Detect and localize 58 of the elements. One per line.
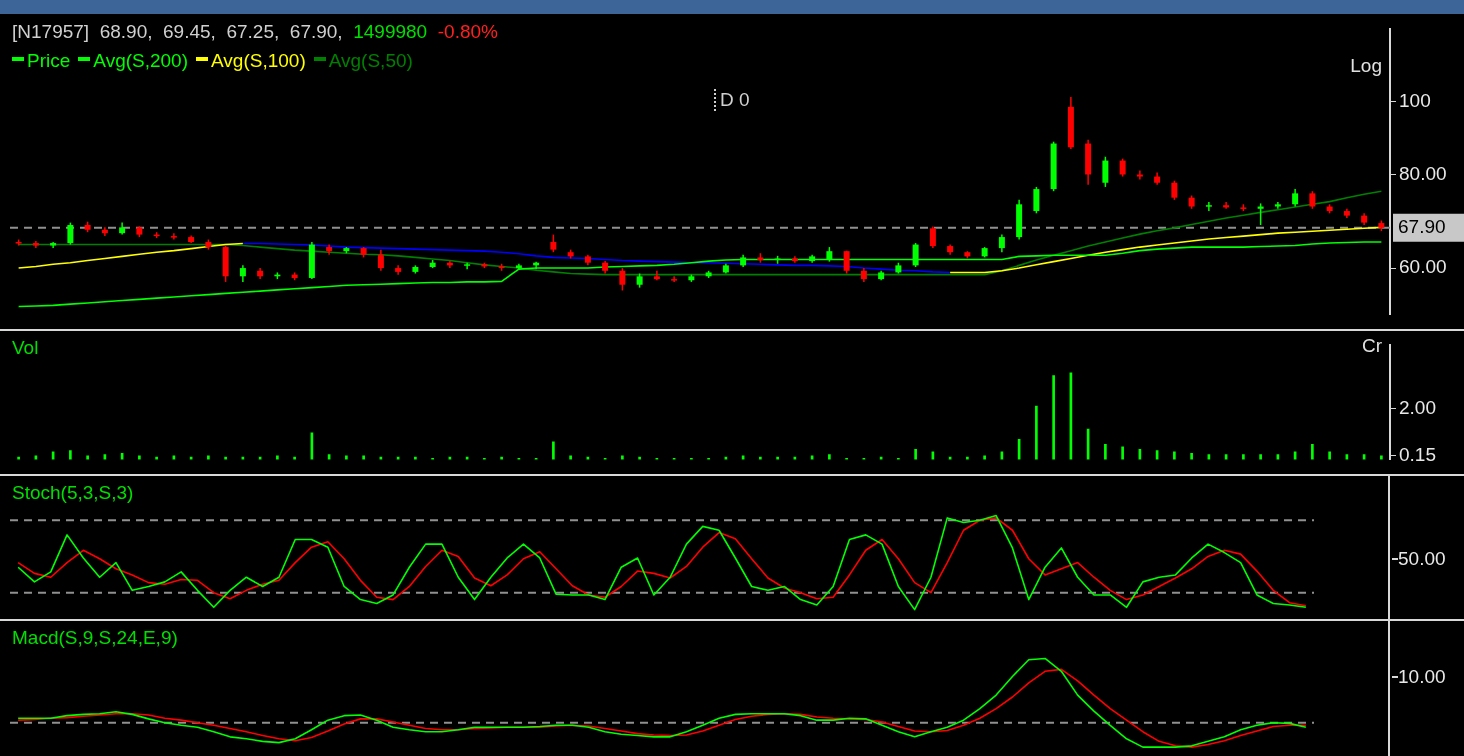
candlestick bbox=[1102, 155, 1109, 188]
annotation: D 0 bbox=[714, 89, 750, 111]
bar bbox=[1380, 455, 1383, 460]
bar bbox=[983, 455, 986, 460]
y-axis-title: Log bbox=[1350, 55, 1382, 77]
legend-label: Avg(S,200) bbox=[93, 50, 188, 71]
bar bbox=[914, 449, 917, 460]
bar bbox=[86, 455, 89, 460]
chart-title: Vol bbox=[12, 337, 39, 358]
annotation: -0.80% bbox=[436, 21, 498, 42]
bar bbox=[1052, 375, 1055, 460]
y-axis-title: Cr bbox=[1361, 335, 1382, 357]
candlestick bbox=[671, 275, 678, 283]
bar bbox=[1190, 452, 1193, 460]
bar bbox=[345, 455, 348, 460]
bar bbox=[362, 455, 365, 460]
bar bbox=[207, 455, 210, 460]
y-tick-label: 2.00 bbox=[1399, 396, 1436, 418]
legend-label: Avg(S,100) bbox=[211, 50, 306, 71]
candlestick bbox=[1171, 179, 1178, 201]
bar bbox=[828, 454, 831, 460]
text: 10.00 bbox=[1392, 666, 1446, 688]
candlestick bbox=[1136, 169, 1143, 181]
bar bbox=[621, 455, 624, 460]
annotation: 1499980 bbox=[352, 21, 428, 42]
candlestick bbox=[377, 248, 384, 272]
chart-title: Stoch(5,3,S,3) bbox=[12, 482, 134, 503]
y-tick-label: 80.00 bbox=[1399, 162, 1447, 184]
bar bbox=[1259, 454, 1262, 460]
legend-label: Avg(S,50) bbox=[328, 50, 413, 71]
candlestick bbox=[101, 226, 108, 237]
bar bbox=[569, 455, 572, 460]
candlestick bbox=[1033, 186, 1040, 215]
bar bbox=[552, 441, 555, 460]
candlestick bbox=[170, 232, 177, 241]
y-tick-label: 100 bbox=[1399, 90, 1431, 112]
bar bbox=[1121, 446, 1124, 460]
ref-line-label: 67.90 bbox=[1398, 216, 1446, 238]
bar bbox=[1173, 451, 1176, 460]
bar bbox=[1104, 443, 1107, 460]
bar bbox=[1242, 454, 1245, 460]
chart-title: [N17957] 68.90, 69.45, 67.25, 67.90, bbox=[12, 21, 343, 42]
y-tick-label: 60.00 bbox=[1399, 256, 1447, 278]
candlestick bbox=[619, 267, 626, 292]
bar bbox=[276, 455, 279, 460]
text: 50.00 bbox=[1392, 548, 1446, 570]
bar bbox=[1311, 443, 1314, 460]
legend-label: Price bbox=[27, 50, 71, 71]
candlestick bbox=[1205, 201, 1212, 212]
candlestick bbox=[929, 225, 936, 249]
bar bbox=[69, 450, 72, 460]
chart-title: Macd(S,9,S,24,E,9) bbox=[12, 627, 178, 648]
y-tick-label: 0.15 bbox=[1399, 444, 1436, 466]
bar bbox=[1328, 451, 1331, 460]
bar bbox=[1035, 405, 1038, 460]
bar bbox=[138, 455, 141, 460]
candlestick bbox=[1223, 201, 1230, 210]
candlestick bbox=[67, 221, 74, 246]
